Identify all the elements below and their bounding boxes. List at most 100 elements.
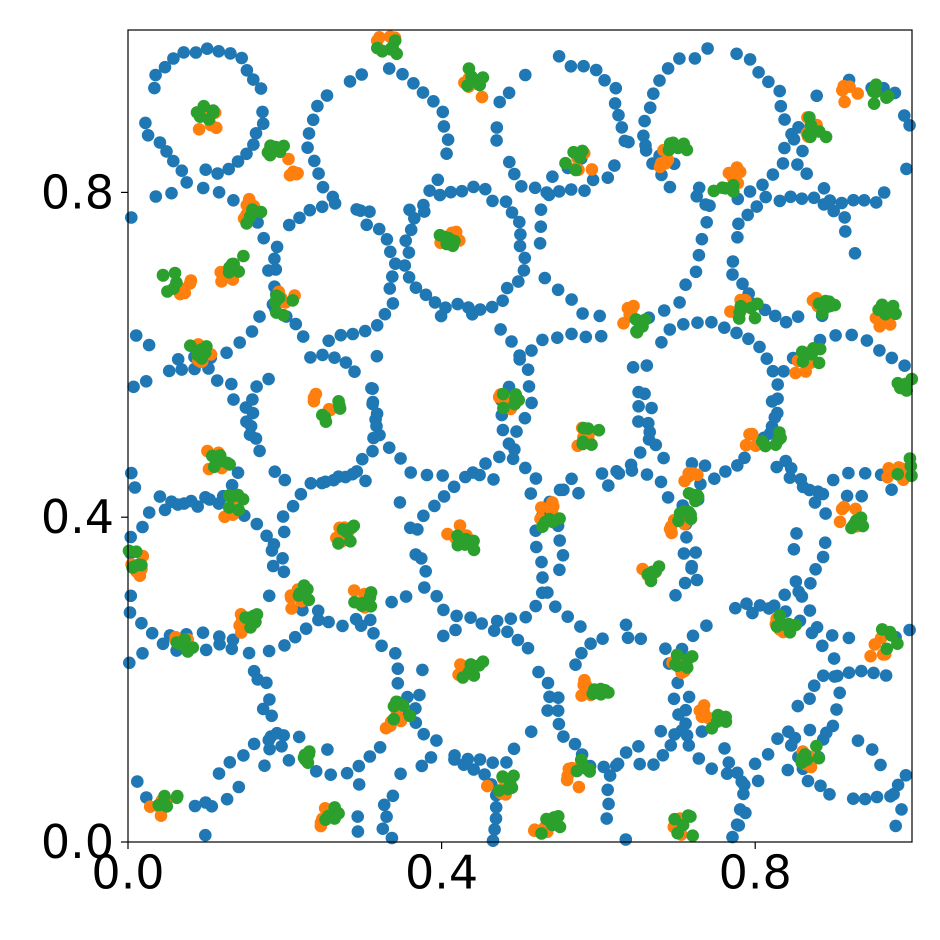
data-point-series-0-187 [513,215,526,229]
data-point-series-0-688 [682,739,696,752]
data-point-series-2-172 [451,529,464,543]
data-point-series-0-717 [855,664,868,678]
data-point-series-2-82 [819,130,833,144]
data-point-series-0-147 [220,346,233,360]
data-point-series-0-530 [690,573,704,587]
data-point-series-0-17 [148,81,161,95]
data-point-series-2-33 [237,249,250,263]
data-point-series-0-83 [766,168,780,181]
data-point-series-1-161 [837,500,851,514]
data-point-series-0-495 [419,565,433,578]
data-point-series-2-269 [685,650,699,663]
data-point-series-0-234 [551,283,565,297]
data-point-series-0-812 [733,803,747,816]
data-point-series-2-257 [570,764,584,778]
data-point-series-0-691 [720,767,734,780]
data-point-series-2-281 [798,748,812,761]
data-point-series-0-404 [885,483,898,497]
data-point-series-2-5 [202,113,216,126]
data-point-series-0-376 [643,425,656,439]
data-point-series-2-227 [364,586,378,599]
data-point-series-2-256 [583,765,596,778]
data-point-series-0-732 [858,792,872,806]
data-point-series-2-29 [254,205,268,219]
data-point-series-2-221 [298,586,311,599]
data-point-series-0-67 [528,181,542,195]
data-point-series-2-119 [805,348,818,361]
data-point-series-2-249 [552,810,565,823]
data-point-series-0-796 [680,729,694,742]
data-point-series-0-459 [304,477,318,490]
data-point-series-0-174 [358,324,372,338]
data-point-series-0-537 [809,563,822,576]
data-point-series-0-594 [136,647,149,660]
data-point-series-0-709 [729,601,742,615]
data-point-series-2-282 [880,642,893,656]
data-point-series-0-372 [640,359,654,372]
data-point-series-2-305 [152,798,165,812]
data-point-series-0-25 [211,167,224,180]
data-point-series-0-202 [402,271,416,284]
data-point-series-0-753 [223,756,237,769]
data-point-series-0-210 [485,300,499,314]
data-point-series-0-300 [316,348,329,362]
data-point-series-2-51 [184,339,197,353]
data-point-series-0-326 [518,411,532,425]
data-point-series-1-64 [730,161,744,174]
data-point-series-0-439 [199,643,213,657]
data-point-series-0-215 [518,251,532,265]
data-point-series-0-251 [759,190,772,204]
data-point-series-0-156 [227,194,240,207]
data-point-series-0-2 [249,127,263,140]
data-point-series-2-154 [221,456,234,470]
data-point-series-0-72 [586,173,600,187]
data-point-series-0-148 [233,336,246,349]
data-point-series-0-402 [840,489,854,503]
data-point-series-0-358 [565,327,578,341]
data-point-series-0-767 [489,801,503,814]
data-point-series-2-124 [333,399,346,412]
data-point-series-0-257 [726,268,739,281]
data-point-series-0-69 [552,185,566,198]
data-point-series-0-609 [352,759,366,773]
data-point-series-2-173 [458,538,472,551]
data-point-series-0-766 [489,812,503,825]
data-point-series-0-425 [171,498,185,511]
data-point-series-2-131 [496,387,510,401]
data-point-series-0-541 [808,496,822,509]
data-point-series-0-545 [770,460,783,474]
tick-labels: 0.0 0.4 0.8 0.0 0.4 0.8 [41,165,792,899]
data-point-series-0-16 [149,68,162,82]
data-point-series-0-643 [449,623,462,637]
data-point-series-1-143 [441,527,454,541]
data-point-series-0-511 [661,491,675,504]
data-point-series-0-591 [196,626,210,639]
data-point-series-0-35 [396,67,409,81]
data-point-series-2-128 [497,401,510,415]
data-point-series-0-81 [743,185,757,198]
data-point-series-0-638 [521,641,535,655]
data-point-series-2-245 [507,769,520,783]
data-point-series-2-237 [472,659,486,672]
data-point-series-0-637 [532,665,545,679]
data-point-series-0-247 [807,191,821,205]
data-point-series-0-340 [382,441,396,455]
data-point-series-0-778 [377,798,391,812]
data-point-series-0-337 [366,397,379,411]
data-point-series-0-3 [256,117,270,130]
data-point-series-1-214 [572,780,586,794]
data-point-series-1-53 [585,163,599,176]
data-point-series-1-4 [210,121,223,135]
data-point-series-0-177 [386,297,400,310]
data-point-series-1-200 [481,779,494,793]
data-point-series-0-230 [534,203,548,216]
data-point-series-0-576 [787,543,801,556]
data-point-series-0-100 [643,101,657,114]
data-point-series-0-662 [568,737,582,751]
data-point-series-0-458 [319,475,332,489]
data-point-series-0-185 [354,204,367,217]
data-point-series-0-704 [805,626,819,640]
data-point-series-0-229 [542,188,556,202]
data-point-series-0-380 [698,459,712,473]
data-point-series-0-97 [661,62,675,75]
